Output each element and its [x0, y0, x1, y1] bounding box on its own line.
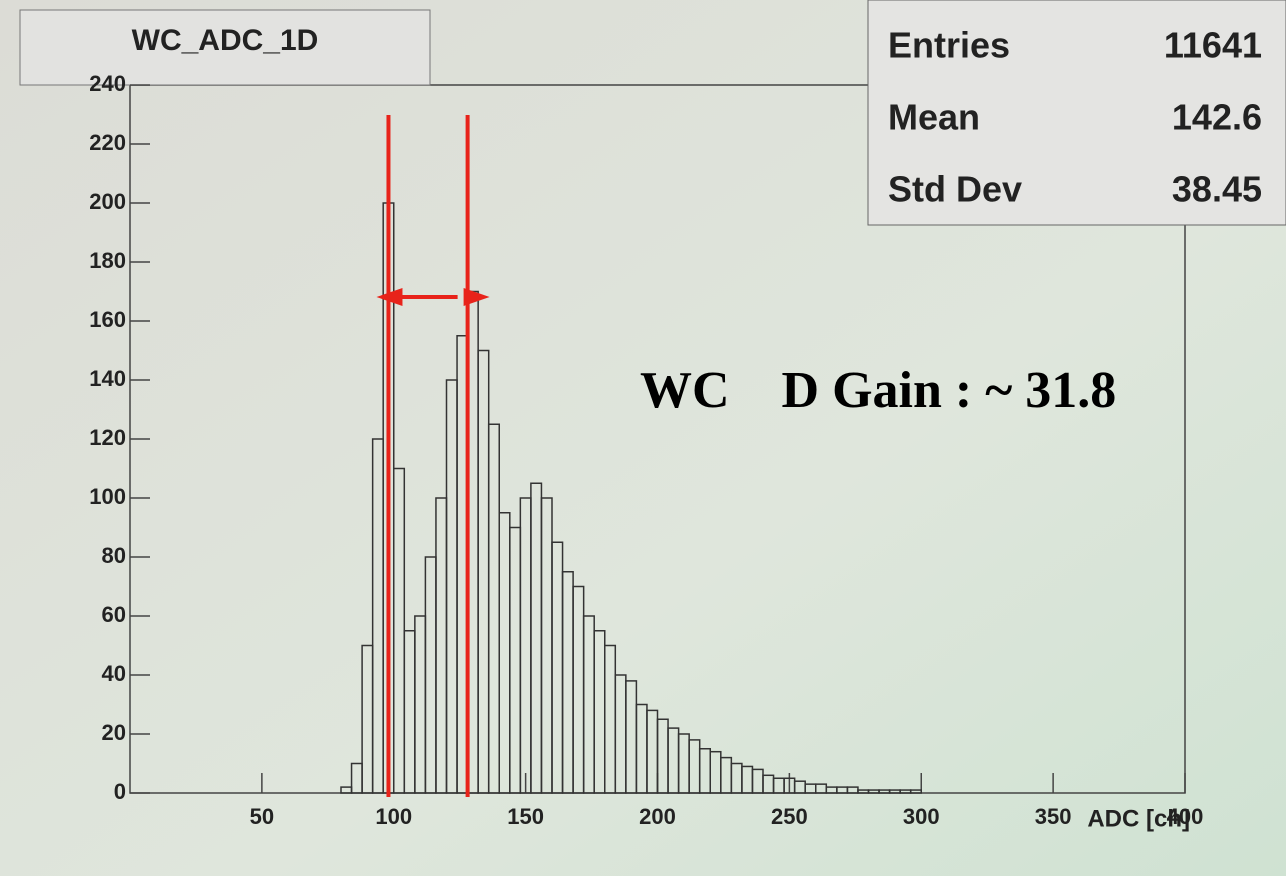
stat-value: 38.45 — [1172, 169, 1262, 210]
x-tick-label: 50 — [250, 804, 274, 829]
x-tick-label: 100 — [375, 804, 412, 829]
bar — [909, 789, 923, 794]
y-tick-label: 40 — [102, 661, 126, 686]
y-tick-label: 120 — [89, 425, 126, 450]
x-tick-label: 300 — [903, 804, 940, 829]
chart-title: WC_ADC_1D — [132, 24, 319, 57]
stat-name: Std Dev — [888, 169, 1022, 210]
stat-value: 11641 — [1164, 25, 1262, 66]
arrow-head — [463, 288, 490, 306]
y-tick-label: 180 — [89, 248, 126, 273]
y-tick-label: 200 — [89, 189, 126, 214]
x-tick-label: 350 — [1035, 804, 1072, 829]
y-tick-label: 80 — [102, 543, 126, 568]
stat-name: Entries — [888, 25, 1010, 66]
arrow-head — [376, 288, 403, 306]
y-tick-label: 160 — [89, 307, 126, 332]
y-tick-label: 60 — [102, 602, 126, 627]
y-tick-label: 140 — [89, 366, 126, 391]
y-tick-label: 240 — [89, 71, 126, 96]
stat-value: 142.6 — [1172, 97, 1262, 138]
stat-name: Mean — [888, 97, 980, 138]
y-tick-label: 220 — [89, 130, 126, 155]
x-tick-label: 150 — [507, 804, 544, 829]
stats-box — [867, 0, 1286, 226]
x-tick-label: 400 — [1167, 804, 1204, 829]
y-tick-label: 20 — [102, 720, 126, 745]
x-axis-label: ADC [ch] — [1087, 805, 1190, 832]
title-box — [19, 9, 431, 86]
annotation: WC D Gain : ~ 31.8 — [640, 362, 1116, 419]
y-tick-label: 0 — [114, 779, 126, 804]
x-tick-label: 250 — [771, 804, 808, 829]
y-tick-label: 100 — [89, 484, 126, 509]
x-tick-label: 200 — [639, 804, 676, 829]
